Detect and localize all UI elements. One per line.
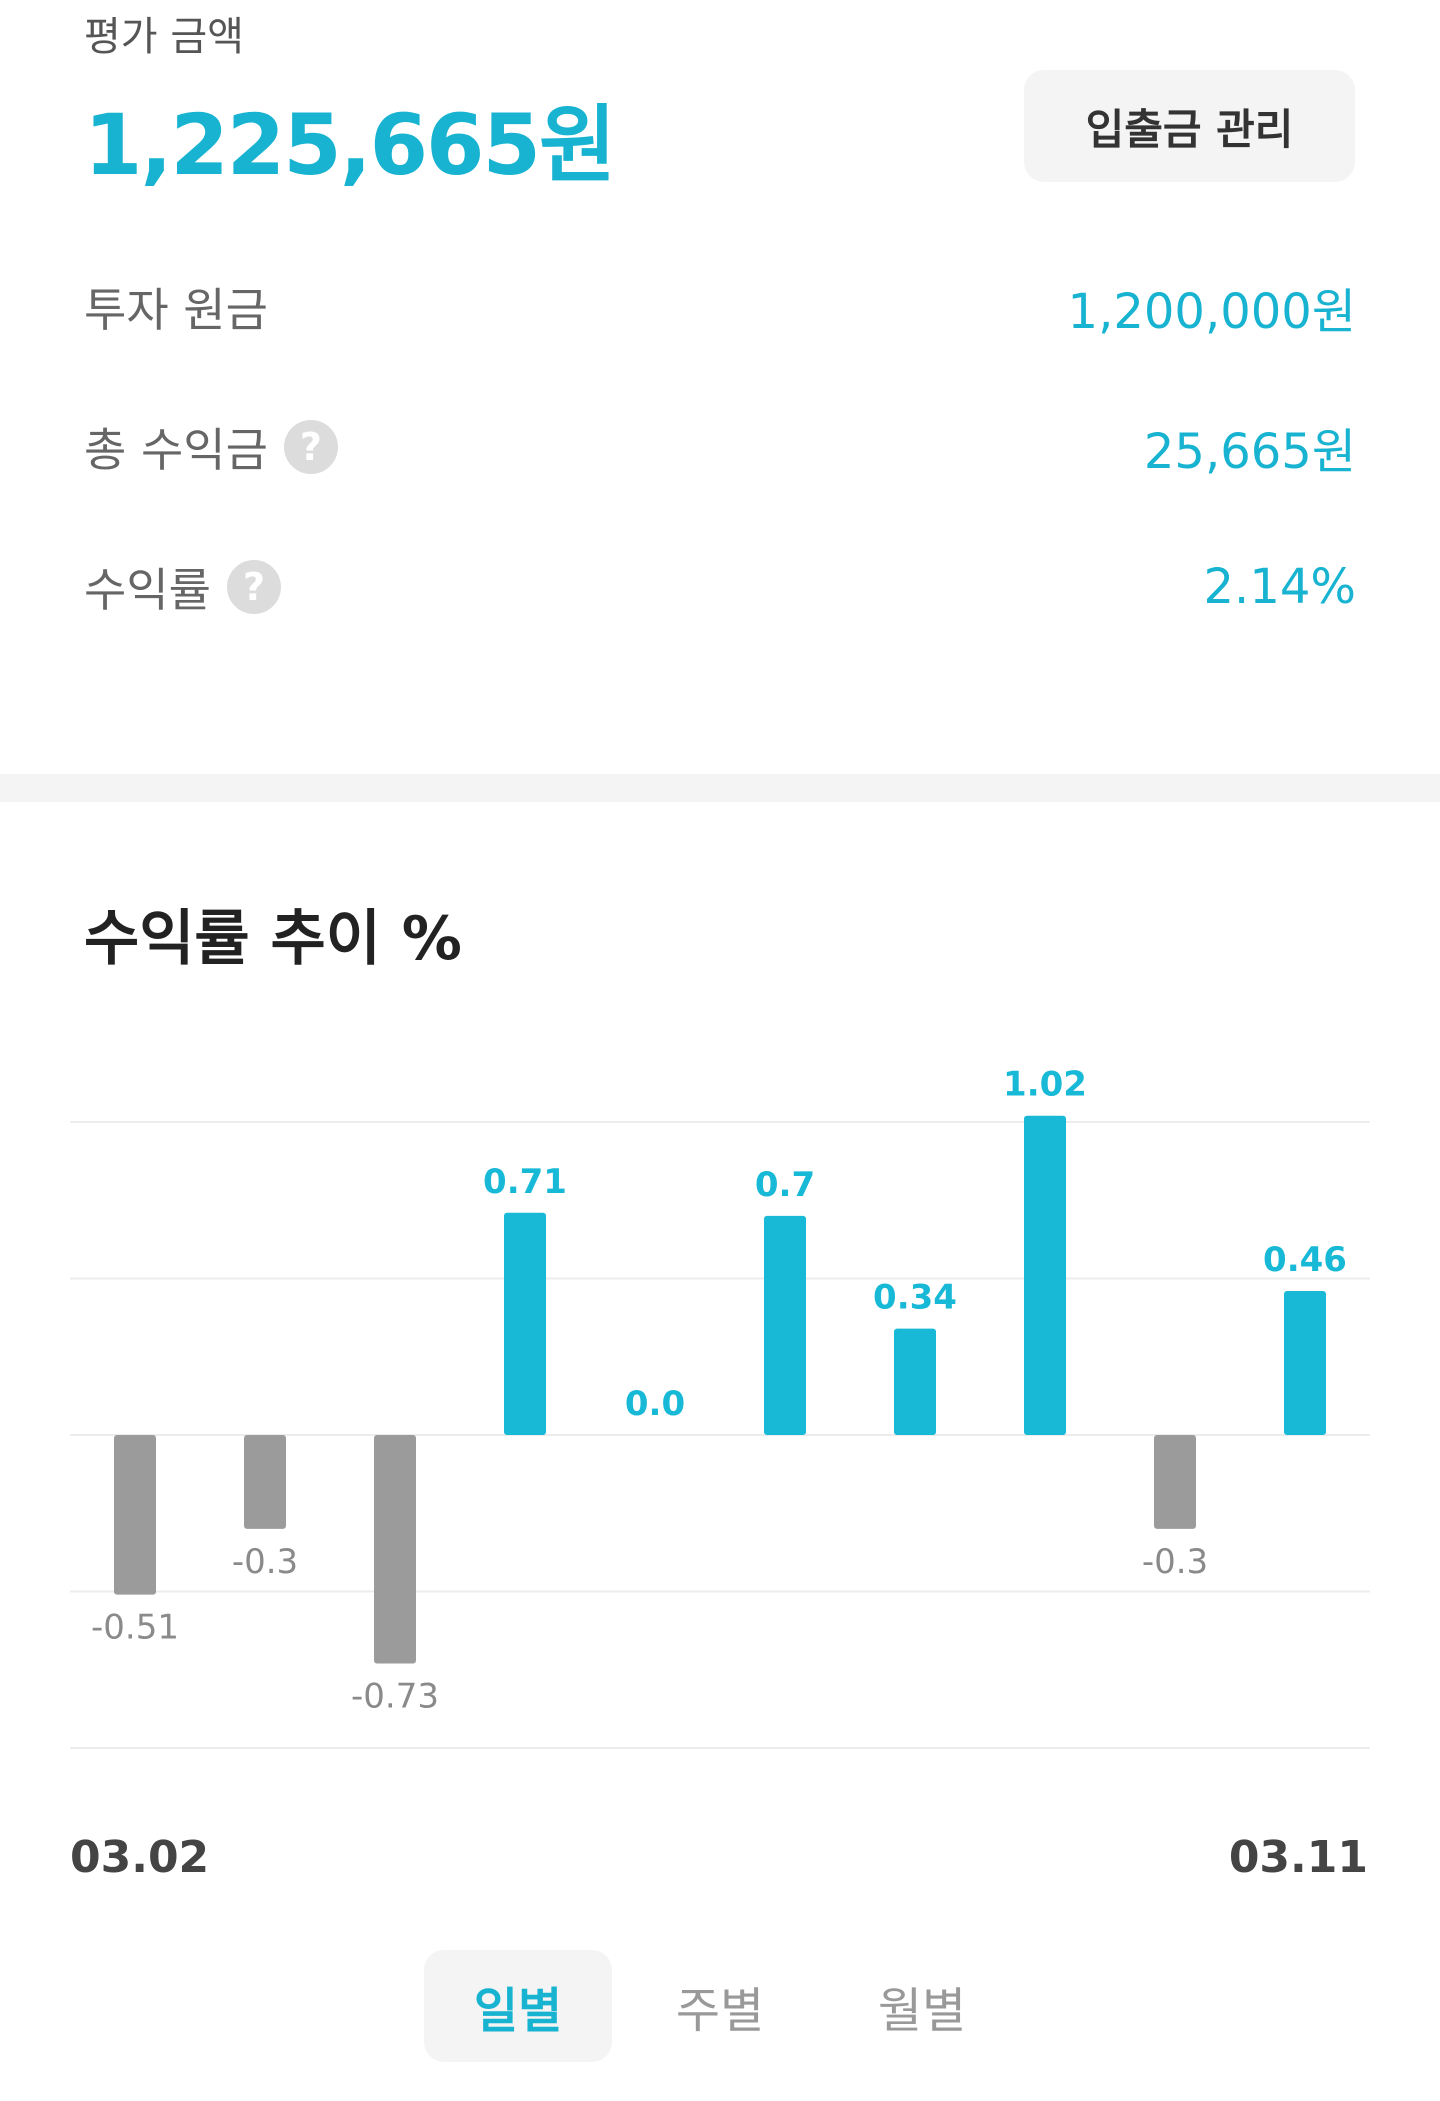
bar bbox=[244, 1435, 286, 1529]
data-label: -0.73 bbox=[351, 1676, 439, 1716]
end-date-label: 03.11 bbox=[1228, 1832, 1368, 1883]
principal-value: 1,200,000원 bbox=[1067, 284, 1356, 340]
data-label: -0.3 bbox=[232, 1542, 298, 1582]
help-icon[interactable]: ? bbox=[283, 420, 338, 474]
chart-title: 수익률 추이 % bbox=[84, 904, 462, 974]
tab-weekly[interactable]: 주별 bbox=[675, 1983, 765, 2039]
start-date-label: 03.02 bbox=[70, 1832, 210, 1883]
total-profit-value: 25,665원 bbox=[1143, 424, 1356, 480]
bar bbox=[504, 1212, 546, 1435]
return-rate-label: 수익률 bbox=[84, 563, 211, 617]
deposit-withdraw-button[interactable]: 입출금 관리 bbox=[1024, 70, 1355, 182]
data-label: 0.0 bbox=[625, 1384, 685, 1424]
tab-daily[interactable]: 일별 bbox=[424, 1950, 612, 2062]
section-divider bbox=[0, 774, 1440, 802]
bar bbox=[764, 1215, 806, 1435]
tab-monthly[interactable]: 월별 bbox=[877, 1983, 967, 2039]
help-icon[interactable]: ? bbox=[226, 560, 281, 614]
bar bbox=[114, 1435, 156, 1595]
total-profit-label: 총 수익금 bbox=[84, 423, 268, 477]
total-profit-label-wrap: 총 수익금 ? bbox=[84, 414, 338, 480]
evaluation-amount: 1,225,665원 bbox=[84, 96, 616, 194]
bar bbox=[894, 1328, 936, 1435]
data-label: 0.34 bbox=[873, 1278, 957, 1318]
data-label: -0.51 bbox=[91, 1608, 179, 1648]
return-rate-value: 2.14% bbox=[1203, 559, 1356, 615]
period-tabs: 일별 주별 월별 bbox=[0, 1950, 1440, 2062]
data-label: 0.7 bbox=[755, 1165, 815, 1205]
evaluation-label: 평가 금액 bbox=[84, 14, 244, 60]
return-rate-bar-chart: -0.51 -0.3 -0.73 0.71 0.0 0.7 0.34 1.02 -0.3 0.46 bbox=[70, 1065, 1370, 1749]
bar bbox=[374, 1435, 416, 1664]
bar bbox=[1154, 1435, 1196, 1529]
return-rate-label-wrap: 수익률 ? bbox=[84, 554, 281, 620]
data-label: 0.46 bbox=[1263, 1240, 1347, 1280]
bar bbox=[1284, 1291, 1326, 1435]
principal-row: 투자 원금 1,200,000원 bbox=[84, 272, 1356, 342]
bar bbox=[1024, 1115, 1066, 1435]
data-label: -0.3 bbox=[1142, 1542, 1208, 1582]
data-label: 0.71 bbox=[483, 1162, 567, 1202]
return-rate-row: 수익률 ? 2.14% bbox=[84, 552, 1356, 622]
data-label: 1.02 bbox=[1003, 1065, 1087, 1105]
total-profit-row: 총 수익금 ? 25,665원 bbox=[84, 412, 1356, 482]
principal-label: 투자 원금 bbox=[84, 283, 268, 337]
